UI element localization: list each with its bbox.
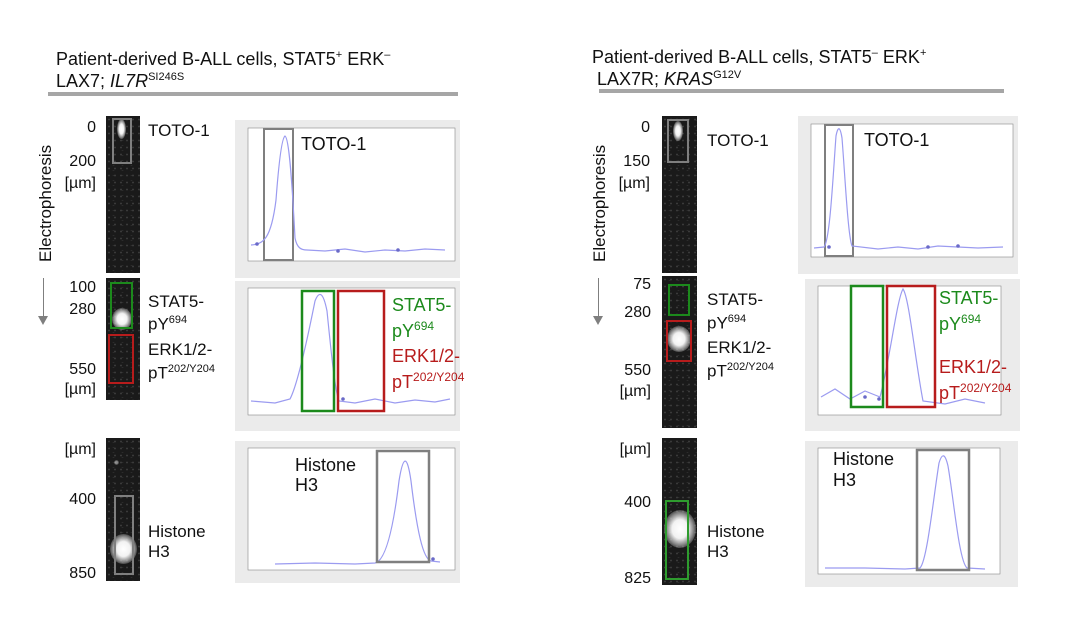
right-p3-plot-svg [817, 447, 1001, 575]
left-p2-label-erk: ERK1/2- [148, 340, 213, 359]
right-down-arrowhead [593, 316, 603, 325]
left-p1-tick-1: 200 [69, 153, 96, 170]
right-header-line1: Patient-derived B-ALL cells, STAT5– ERK+ [592, 47, 927, 67]
right-p2-plot-label-pt: pT202/Y204 [939, 381, 1012, 403]
left-p3-tick-0: [µm] [64, 441, 96, 458]
left-p2-tick-0: 100 [69, 279, 96, 296]
right-p1-tick-0: 0 [641, 119, 650, 136]
right-p2-label-erk: ERK1/2- [707, 338, 772, 357]
right-header-line2: LAX7R; KRASG12V [597, 69, 742, 89]
left-p2-plot-label-stat5: STAT5- [392, 295, 452, 315]
left-p3-plot: Histone H3 [235, 441, 460, 583]
right-p2-gel-image [662, 276, 697, 428]
left-p3-plot-svg [247, 447, 456, 571]
right-p1-gel-image [662, 116, 697, 273]
right-p2-label-stat5: STAT5- [707, 290, 764, 309]
left-p1-label: TOTO-1 [148, 121, 210, 140]
left-p2-plot-svg [247, 287, 456, 416]
left-p3-label-histone: Histone [148, 522, 206, 541]
right-p1-plot-label: TOTO-1 [864, 130, 930, 150]
left-p2-plot-label-pt: pT202/Y204 [392, 370, 465, 392]
right-p2-tick-3: [µm] [619, 383, 651, 400]
right-p3-tick-2: 825 [624, 570, 651, 587]
right-p2-label-py: pY694 [707, 313, 747, 333]
right-p1-curve [813, 128, 1004, 250]
right-p1-label: TOTO-1 [707, 131, 769, 150]
left-p1-tick-2: [µm] [64, 175, 96, 192]
left-p3-peak-box [375, 449, 431, 564]
right-header-rule [599, 89, 1004, 93]
left-p3-tick-1: 400 [69, 491, 96, 508]
left-p3-label-h3: H3 [148, 542, 170, 561]
left-p2-label-pt: pT202/Y204 [148, 363, 215, 383]
left-p1-tick-0: 0 [87, 119, 96, 136]
left-p1-roi-box [112, 118, 132, 164]
left-header-line1: Patient-derived B-ALL cells, STAT5+ ERK– [56, 49, 391, 69]
right-p3-roi-box [665, 500, 689, 580]
right-p3-gel-image [662, 438, 697, 585]
left-p2-label-stat5: STAT5- [148, 292, 205, 311]
right-p3-label-h3: H3 [707, 542, 729, 561]
left-p1-plot: TOTO-1 [235, 120, 460, 278]
left-p3-curve [274, 460, 441, 565]
right-p3-plot-label-histone: Histone [833, 449, 895, 469]
left-down-arrow [43, 278, 44, 318]
right-p3-tick-1: 400 [624, 494, 651, 511]
right-p2-plot-label-erk: ERK1/2- [939, 357, 1008, 377]
left-p1-plot-svg [247, 127, 456, 262]
left-p1-curve [250, 135, 446, 253]
left-p2-plot: STAT5- pY694 ERK1/2- pT202/Y204 [235, 281, 464, 431]
left-down-arrowhead [38, 316, 48, 325]
right-p1-plot-svg [810, 123, 1014, 258]
left-p2-plot-label-py: pY694 [392, 319, 435, 341]
right-p2-tick-1: 280 [624, 304, 651, 321]
right-p2-curve [820, 287, 986, 405]
right-axis-title: Electrophoresis [590, 144, 609, 262]
right-down-arrow [598, 278, 599, 318]
left-p2-label-py: pY694 [148, 314, 188, 334]
left-p3-plot-label-h3: H3 [295, 475, 319, 495]
right-p1-plot: TOTO-1 [798, 116, 1018, 274]
left-p2-stat5-box [110, 282, 133, 329]
right-p2-plot: STAT5- pY694 ERK1/2- pT202/Y204 [805, 279, 1020, 431]
left-p3-plot-label-histone: Histone [295, 455, 357, 475]
left-p2-erk-box [108, 334, 134, 384]
right-p1-tick-2: [µm] [618, 175, 650, 192]
right-p2-plot-label-py: pY694 [939, 312, 982, 334]
left-p2-plot-label-erk: ERK1/2- [392, 346, 461, 366]
right-p2-label-pt: pT202/Y204 [707, 361, 774, 381]
left-p1-plot-label: TOTO-1 [301, 134, 367, 154]
left-axis-title: Electrophoresis [36, 144, 55, 262]
right-p1-roi-box [667, 119, 689, 163]
right-p2-tick-0: 75 [633, 276, 651, 293]
left-header-line2: LAX7; IL7RSI246S [56, 71, 185, 91]
left-header-rule [48, 92, 458, 96]
right-p3-plot: Histone H3 [805, 441, 1018, 587]
left-p2-tick-3: [µm] [64, 381, 96, 398]
right-p3-tick-0: [µm] [619, 441, 651, 458]
right-p2-stat5-box [668, 284, 690, 316]
left-p2-tick-1: 280 [69, 301, 96, 318]
right-p1-tick-1: 150 [623, 153, 650, 170]
right-p1-peak-box [824, 124, 854, 257]
right-p3-label-histone: Histone [707, 522, 765, 541]
right-p3-curve [825, 455, 986, 570]
left-p3-gel-image [106, 438, 140, 581]
left-p2-stat5-plot-box [300, 289, 336, 413]
right-p2-tick-2: 550 [624, 362, 651, 379]
left-p2-erk-plot-box [336, 289, 386, 413]
right-p2-plot-svg [817, 284, 1002, 416]
right-p3-plot-label-h3: H3 [833, 470, 857, 490]
right-p2-stat5-plot-box [849, 284, 885, 409]
left-p2-gel-image [106, 278, 140, 400]
right-p2-erk-plot-box [885, 284, 937, 409]
right-p3-peak-box [915, 448, 971, 572]
left-p2-tick-2: 550 [69, 361, 96, 378]
left-p3-roi-box [114, 495, 134, 575]
right-p2-erk-box [666, 320, 692, 362]
right-p2-plot-label-stat5: STAT5- [939, 288, 999, 308]
left-p3-tick-2: 850 [69, 565, 96, 582]
left-p1-gel-image [106, 116, 140, 273]
